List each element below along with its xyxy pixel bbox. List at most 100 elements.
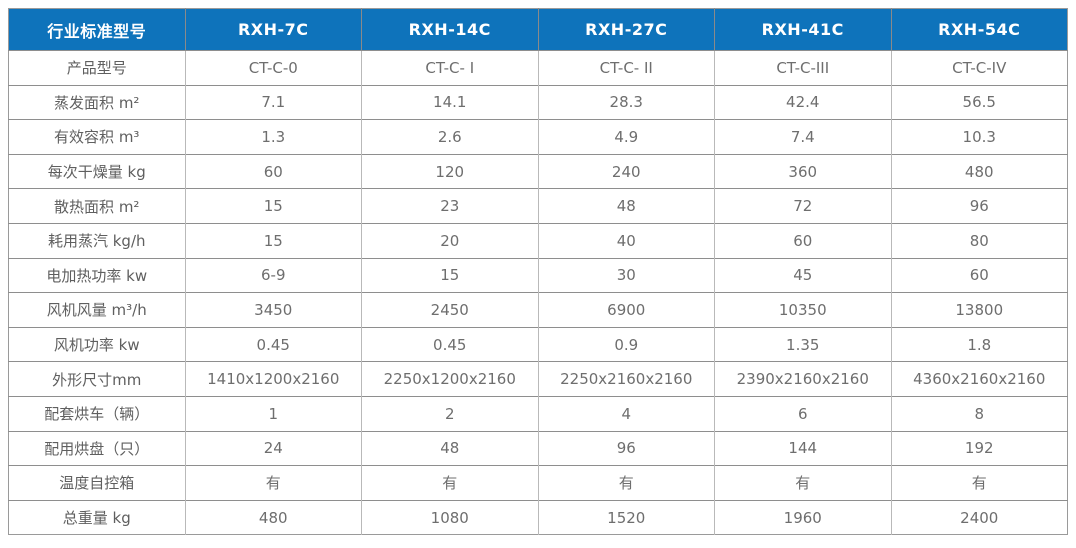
table-row: 有效容积 m³ 1.3 2.6 4.9 7.4 10.3 bbox=[8, 119, 1068, 155]
value-cell: CT-C-IV bbox=[890, 50, 1068, 86]
value-cell: CT-C- I bbox=[361, 50, 538, 86]
value-cell: 1.35 bbox=[714, 326, 891, 362]
row-label-cell: 总重量 kg bbox=[8, 499, 185, 535]
table-row: 总重量 kg 480 1080 1520 1960 2400 bbox=[8, 499, 1068, 535]
value-cell: 2250x2160x2160 bbox=[537, 361, 715, 397]
row-label-cell: 每次干燥量 kg bbox=[8, 153, 185, 189]
value-cell: 60 bbox=[890, 257, 1068, 293]
header-model-cell: RXH-54C bbox=[890, 8, 1068, 51]
spec-table-container: 行业标准型号 RXH-7C RXH-14C RXH-27C RXH-41C RXH-54… bbox=[8, 8, 1068, 536]
value-cell: 48 bbox=[361, 430, 538, 466]
row-label-cell: 风机风量 m³/h bbox=[8, 292, 185, 328]
table-row: 耗用蒸汽 kg/h 15 20 40 60 80 bbox=[8, 222, 1068, 259]
table-row: 风机功率 kw 0.45 0.45 0.9 1.35 1.8 bbox=[8, 326, 1068, 362]
table-row: 每次干燥量 kg 60 120 240 360 480 bbox=[8, 153, 1068, 189]
value-cell: 1.3 bbox=[184, 119, 362, 155]
value-cell: 120 bbox=[361, 153, 538, 189]
value-cell: 14.1 bbox=[361, 84, 538, 120]
value-cell: 2390x2160x2160 bbox=[714, 361, 891, 397]
value-cell: 15 bbox=[184, 222, 362, 259]
value-cell: 20 bbox=[361, 222, 538, 259]
value-cell: 4 bbox=[537, 395, 715, 432]
row-label-cell: 散热面积 m² bbox=[8, 188, 185, 224]
row-label-cell: 有效容积 m³ bbox=[8, 119, 185, 155]
value-cell: 6900 bbox=[537, 292, 715, 328]
value-cell: 480 bbox=[184, 499, 362, 535]
value-cell: 45 bbox=[714, 257, 891, 293]
table-row: 蒸发面积 m² 7.1 14.1 28.3 42.4 56.5 bbox=[8, 84, 1068, 120]
value-cell: 144 bbox=[714, 430, 891, 466]
product-spec-table: 行业标准型号 RXH-7C RXH-14C RXH-27C RXH-41C RXH-54… bbox=[8, 8, 1068, 536]
value-cell: 1960 bbox=[714, 499, 891, 535]
value-cell: 60 bbox=[184, 153, 362, 189]
value-cell: 40 bbox=[537, 222, 715, 259]
header-model-cell: RXH-14C bbox=[361, 8, 538, 51]
value-cell: 0.45 bbox=[361, 326, 538, 362]
value-cell: 1080 bbox=[361, 499, 538, 535]
row-label-cell: 蒸发面积 m² bbox=[8, 84, 185, 120]
table-row: 散热面积 m² 15 23 48 72 96 bbox=[8, 188, 1068, 224]
value-cell: 56.5 bbox=[890, 84, 1068, 120]
row-label-cell: 配套烘车（辆） bbox=[8, 395, 185, 432]
value-cell: CT-C-0 bbox=[184, 50, 362, 86]
value-cell: 4360x2160x2160 bbox=[890, 361, 1068, 397]
value-cell: 72 bbox=[714, 188, 891, 224]
table-row: 外形尺寸mm 1410x1200x2160 2250x1200x2160 2250x2… bbox=[8, 361, 1068, 397]
value-cell: 15 bbox=[361, 257, 538, 293]
value-cell: 10.3 bbox=[890, 119, 1068, 155]
value-cell: 360 bbox=[714, 153, 891, 189]
value-cell: 80 bbox=[890, 222, 1068, 259]
header-model-cell: RXH-41C bbox=[714, 8, 891, 51]
row-label-cell: 电加热功率 kw bbox=[8, 257, 185, 293]
value-cell: 4.9 bbox=[537, 119, 715, 155]
value-cell: 有 bbox=[714, 465, 891, 501]
value-cell: 2 bbox=[361, 395, 538, 432]
value-cell: CT-C- II bbox=[537, 50, 715, 86]
value-cell: 0.9 bbox=[537, 326, 715, 362]
table-row: 温度自控箱有有有有有 bbox=[8, 465, 1068, 501]
value-cell: 28.3 bbox=[537, 84, 715, 120]
header-row: 行业标准型号 RXH-7C RXH-14C RXH-27C RXH-41C RXH-54… bbox=[8, 8, 1068, 51]
value-cell: 15 bbox=[184, 188, 362, 224]
value-cell: 192 bbox=[890, 430, 1068, 466]
value-cell: 1520 bbox=[537, 499, 715, 535]
row-label-cell: 风机功率 kw bbox=[8, 326, 185, 362]
header-model-cell: RXH-7C bbox=[184, 8, 362, 51]
spec-table-body: 产品型号 CT-C-0 CT-C- I CT-C- II CT-C-III CT-C-IV… bbox=[8, 50, 1068, 535]
value-cell: 6 bbox=[714, 395, 891, 432]
value-cell: 42.4 bbox=[714, 84, 891, 120]
value-cell: 240 bbox=[537, 153, 715, 189]
value-cell: 96 bbox=[537, 430, 715, 466]
value-cell: 480 bbox=[890, 153, 1068, 189]
header-model-cell: RXH-27C bbox=[537, 8, 715, 51]
value-cell: 13800 bbox=[890, 292, 1068, 328]
table-row: 电加热功率 kw 6-9 15 30 45 60 bbox=[8, 257, 1068, 293]
value-cell: 7.4 bbox=[714, 119, 891, 155]
table-row: 配套烘车（辆） 1 2 4 6 8 bbox=[8, 395, 1068, 432]
value-cell: 1 bbox=[184, 395, 362, 432]
row-label-cell: 温度自控箱 bbox=[8, 465, 185, 501]
value-cell: 6-9 bbox=[184, 257, 362, 293]
value-cell: 60 bbox=[714, 222, 891, 259]
value-cell: 有 bbox=[361, 465, 538, 501]
spec-table-head: 行业标准型号 RXH-7C RXH-14C RXH-27C RXH-41C RXH-54… bbox=[8, 8, 1068, 51]
value-cell: 30 bbox=[537, 257, 715, 293]
value-cell: 24 bbox=[184, 430, 362, 466]
value-cell: 2.6 bbox=[361, 119, 538, 155]
value-cell: 有 bbox=[184, 465, 362, 501]
value-cell: 1410x1200x2160 bbox=[184, 361, 362, 397]
value-cell: 2250x1200x2160 bbox=[361, 361, 538, 397]
value-cell: 2450 bbox=[361, 292, 538, 328]
table-row: 产品型号 CT-C-0 CT-C- I CT-C- II CT-C-III CT-C-IV bbox=[8, 50, 1068, 86]
table-row: 配用烘盘（只） 24 48 96 144 192 bbox=[8, 430, 1068, 466]
value-cell: CT-C-III bbox=[714, 50, 891, 86]
value-cell: 96 bbox=[890, 188, 1068, 224]
value-cell: 1.8 bbox=[890, 326, 1068, 362]
row-label-cell: 外形尺寸mm bbox=[8, 361, 185, 397]
header-corner-cell: 行业标准型号 bbox=[8, 8, 185, 51]
value-cell: 23 bbox=[361, 188, 538, 224]
value-cell: 0.45 bbox=[184, 326, 362, 362]
value-cell: 48 bbox=[537, 188, 715, 224]
table-row: 风机风量 m³/h 3450 2450 6900 10350 13800 bbox=[8, 292, 1068, 328]
